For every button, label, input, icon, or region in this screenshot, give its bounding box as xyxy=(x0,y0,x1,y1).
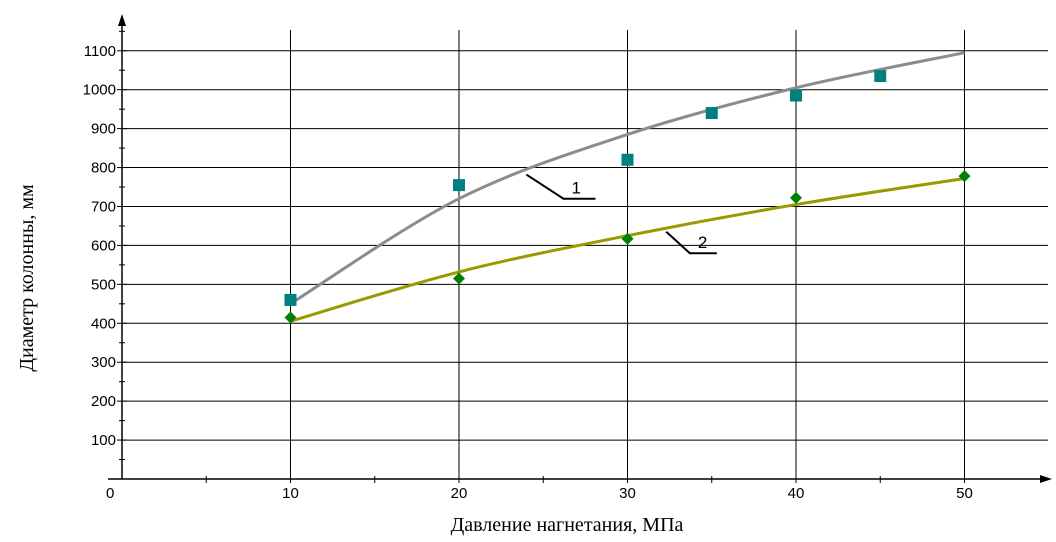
y-axis-title: Диаметр колонны, мм xyxy=(16,184,38,372)
y-tick-label: 300 xyxy=(91,354,116,371)
y-tick-label: 1100 xyxy=(84,43,116,60)
y-axis-arrow xyxy=(118,14,126,26)
axes xyxy=(108,14,1052,483)
y-tick-label: 400 xyxy=(91,315,116,332)
data-point-series-2 xyxy=(453,272,465,285)
y-tick-label: 600 xyxy=(91,237,116,254)
origin-label: 0 xyxy=(106,485,114,502)
grid xyxy=(122,30,1048,479)
data-point-series-1 xyxy=(790,89,802,102)
x-tick-label: 10 xyxy=(282,485,299,502)
y-tick-label: 1000 xyxy=(83,82,116,99)
y-tick-label: 100 xyxy=(91,432,116,449)
y-tick-label: 700 xyxy=(91,198,116,215)
y-tick-label: 500 xyxy=(91,276,116,293)
callout-label-2: 2 xyxy=(698,233,707,252)
y-tick-label: 800 xyxy=(91,160,116,177)
y-tick-label: 200 xyxy=(91,393,116,410)
x-axis-arrow xyxy=(1040,475,1052,483)
data-point-series-2 xyxy=(790,191,802,204)
x-axis-title: Давление нагнетания, МПа xyxy=(451,514,684,536)
y-tick-label: 900 xyxy=(91,121,116,138)
data-markers xyxy=(284,70,971,324)
data-point-series-1 xyxy=(705,107,718,120)
data-point-series-1 xyxy=(284,293,297,306)
data-point-series-1 xyxy=(453,179,465,192)
curve-callouts: 12 xyxy=(525,173,717,255)
trend-line-1 xyxy=(289,51,965,306)
callout-label-1: 1 xyxy=(571,179,580,198)
callout-leader-1 xyxy=(525,173,596,200)
x-tick-label: 20 xyxy=(451,485,468,502)
x-tick-label: 40 xyxy=(788,485,805,502)
data-point-series-2 xyxy=(958,170,971,183)
data-point-series-2 xyxy=(284,311,297,324)
data-point-series-1 xyxy=(874,70,887,83)
x-tick-label: 30 xyxy=(619,485,636,502)
data-point-series-1 xyxy=(621,153,634,166)
callout-leader-2 xyxy=(665,231,717,255)
x-tick-label: 50 xyxy=(956,485,973,502)
data-point-series-2 xyxy=(621,232,634,245)
